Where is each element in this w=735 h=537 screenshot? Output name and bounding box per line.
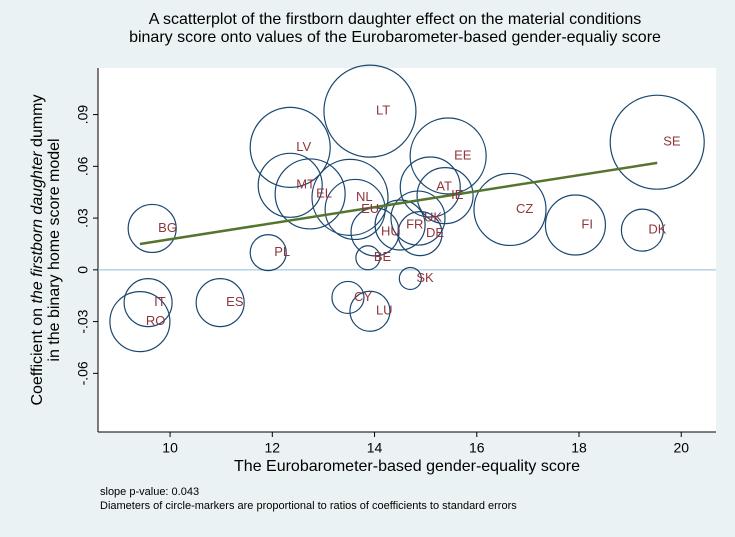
point-label: EE	[454, 147, 472, 162]
point-label: LV	[296, 139, 311, 154]
y-tick-label: .06	[75, 156, 91, 176]
point-label: EU	[361, 201, 379, 216]
point-label: DE	[426, 225, 444, 240]
bubble	[349, 290, 391, 332]
point-label: LT	[376, 103, 390, 118]
y-tick-label: -.06	[75, 361, 91, 385]
point-label: DK	[648, 222, 666, 237]
point-label: PL	[274, 244, 290, 259]
bubble	[398, 266, 422, 291]
plot-area	[98, 68, 716, 432]
point-label: LU	[376, 303, 393, 318]
bubble	[609, 94, 705, 190]
point-label: MT	[296, 177, 315, 192]
bubble	[123, 278, 173, 328]
chart-title: A scatterplot of the firstborn daughter …	[149, 11, 641, 28]
x-tick-label: 16	[469, 440, 485, 456]
point-label: UK	[424, 210, 442, 225]
bubble	[544, 194, 607, 256]
bubble	[374, 199, 426, 251]
point-label: HU	[381, 223, 400, 238]
bubble	[311, 158, 389, 236]
x-tick-label: 14	[367, 440, 383, 456]
bubble	[397, 211, 443, 257]
bubble	[409, 117, 487, 195]
bubble	[257, 152, 323, 218]
x-tick-label: 18	[571, 440, 587, 456]
y-tick-label: -.03	[75, 309, 91, 333]
y-axis-label-part: the firstborn daughter	[29, 151, 46, 304]
point-label: BG	[158, 220, 177, 235]
point-label: CY	[354, 289, 372, 304]
y-axis-label-part: dummy	[29, 95, 46, 147]
point-label: SE	[663, 134, 681, 149]
bubble	[109, 290, 171, 353]
bubble	[390, 190, 446, 246]
y-axis-label: in the binary home score model	[46, 138, 63, 361]
point-label: IT	[154, 294, 166, 309]
bubble	[249, 233, 287, 272]
point-label: BE	[374, 249, 392, 264]
fit-line	[139, 161, 658, 246]
bubble	[399, 156, 461, 218]
point-label: FR	[406, 216, 423, 231]
x-tick-label: 10	[162, 440, 178, 456]
bubble	[355, 245, 381, 271]
bubble	[620, 208, 664, 252]
x-tick-label: 20	[673, 440, 689, 456]
point-label: IE	[451, 187, 464, 202]
chart-title: binary score onto values of the Eurobaro…	[129, 29, 661, 46]
x-tick-label: 12	[265, 440, 281, 456]
point-label: RO	[146, 313, 166, 328]
point-label: NL	[356, 189, 373, 204]
y-axis-label-part: Coefficient on	[29, 308, 46, 406]
point-label: SK	[416, 270, 434, 285]
note: Diameters of circle-markers are proporti…	[100, 500, 517, 512]
point-label: AT	[436, 178, 452, 193]
point-label: EL	[316, 185, 332, 200]
bubble	[274, 158, 346, 230]
y-axis-label: Coefficient on the firstborn daughter du…	[29, 95, 46, 406]
bubble	[331, 280, 365, 315]
bubble	[323, 64, 417, 158]
bubble	[473, 172, 547, 247]
y-tick-label: .09	[75, 105, 91, 125]
bubble	[249, 106, 331, 188]
note: slope p-value: 0.043	[100, 486, 199, 498]
point-label: CZ	[516, 201, 533, 216]
point-label: ES	[226, 294, 244, 309]
x-axis-label: The Eurobarometer-based gender-equality …	[234, 458, 580, 475]
bubble	[195, 278, 245, 328]
bubble	[127, 203, 177, 254]
bubble	[416, 167, 474, 225]
point-label: FI	[581, 216, 593, 231]
y-tick-label: .03	[75, 208, 91, 228]
y-tick-label: 0	[75, 266, 91, 274]
